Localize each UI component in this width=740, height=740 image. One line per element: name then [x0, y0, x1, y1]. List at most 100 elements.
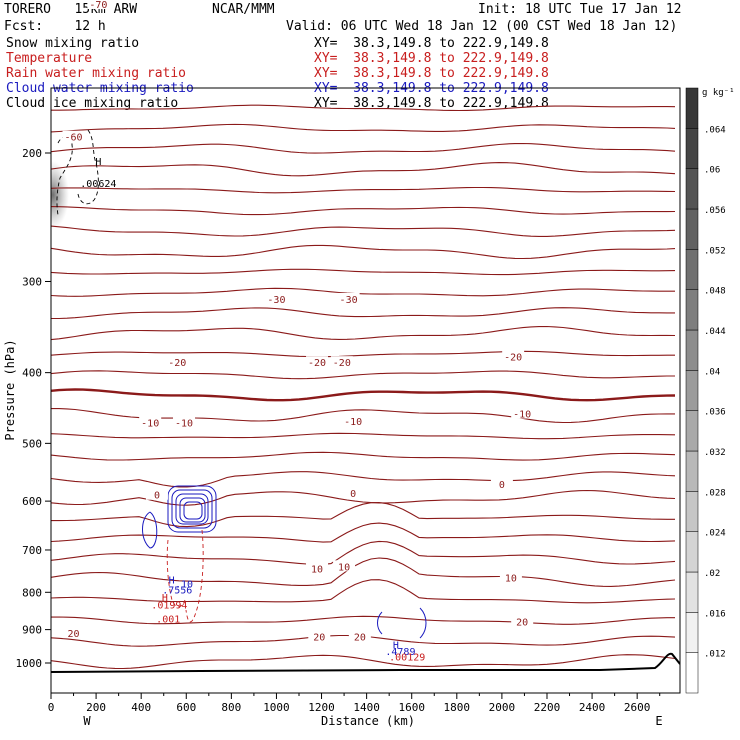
colorbar-swatch	[685, 249, 699, 290]
cloud-ice-shading	[51, 161, 69, 229]
colorbar-tick-label: .048	[704, 287, 726, 297]
x-tick-label: 1000	[263, 701, 290, 714]
isotherm-label: -10	[513, 409, 531, 420]
isotherm-label-bg	[337, 292, 360, 304]
y-tick-label: 700	[22, 544, 42, 557]
isotherm-label-bg	[145, 488, 168, 500]
isotherm-line	[51, 142, 676, 154]
colorbar-swatch	[685, 329, 699, 371]
y-tick-label: 300	[22, 275, 42, 288]
colorbar-swatch	[685, 450, 699, 492]
isotherm-line	[51, 104, 676, 112]
y-tick-label: 400	[22, 367, 42, 380]
colorbar-tick-label: .036	[704, 408, 726, 418]
colorbar-unit: g kg⁻¹	[702, 88, 735, 98]
isotherm-label-bg	[166, 356, 189, 368]
colorbar-tick-label: .02	[704, 569, 720, 579]
colorbar-swatch	[685, 652, 699, 694]
colorbar-tick-label: .064	[704, 125, 726, 135]
field-name-cloud-ice: Cloud ice mixing ratio	[6, 96, 179, 111]
field-xy-snow: XY= 38.3,149.8 to 222.9,149.8	[314, 36, 549, 51]
isotherm-line	[51, 522, 676, 543]
y-tick-label: 500	[22, 437, 42, 450]
isotherm-label-bg	[502, 350, 525, 362]
isotherm-label-bg	[87, 0, 110, 10]
isotherm-label: -10	[344, 417, 362, 428]
isotherm-line	[51, 123, 676, 133]
colorbar-tick-label: .052	[704, 246, 726, 256]
colorbar: .012 .016 .02 .024 .028 .032 .036 .04 .044 .048 .0…	[685, 87, 726, 694]
isotherm-label: -60	[65, 133, 83, 144]
isotherm-line	[51, 225, 676, 237]
field-annotation: .001	[156, 615, 180, 626]
isotherm-line	[51, 186, 676, 194]
field-annotation: .00624	[80, 179, 116, 190]
isotherm-label-bg	[173, 416, 196, 428]
isotherm-label: -10	[175, 418, 193, 429]
isotherm-line	[51, 325, 676, 341]
isotherm-label-bg	[348, 630, 371, 642]
colorbar-tick-label: .028	[704, 488, 726, 498]
field-annotation: .00129	[389, 653, 425, 664]
colorbar-swatch	[685, 410, 699, 452]
colorbar-tick-label: .056	[704, 206, 726, 216]
colorbar-swatch	[685, 87, 699, 129]
isotherm-line	[51, 579, 676, 604]
colorbar-swatch	[685, 208, 699, 250]
isotherm-line	[51, 451, 676, 461]
isotherm-line	[51, 244, 676, 260]
field-name-snow: Snow mixing ratio	[6, 36, 140, 51]
isotherm-label: -70	[89, 0, 107, 11]
isotherm-label-bg	[62, 130, 85, 142]
colorbar-swatch	[685, 571, 699, 613]
isotherm-label: -10	[141, 418, 159, 429]
isotherm-line	[51, 615, 675, 625]
isotherm-line	[51, 489, 676, 506]
colorbar-swatch	[685, 128, 699, 169]
y-axis-label: Pressure (hPa)	[3, 339, 17, 440]
contour-layer	[51, 104, 680, 673]
x-tick-label: 1400	[353, 701, 380, 714]
x-tick-label: 600	[176, 701, 196, 714]
valid-time: Valid: 06 UTC Wed 18 Jan 12 (00 CST Wed …	[286, 19, 678, 34]
terrain-line	[51, 652, 680, 673]
isotherm-label: 10	[505, 573, 517, 584]
colorbar-swatch	[685, 612, 699, 653]
field-name-cloud-water: Cloud water mixing ratio	[6, 81, 194, 96]
field-annotation: H	[95, 157, 101, 168]
y-axis: 200 300 400 500 600 700 800 900 1000	[16, 147, 51, 670]
x-tick-label: 2400	[579, 701, 606, 714]
isotherm-label-bg	[511, 407, 534, 419]
isotherm-label: -20	[504, 352, 522, 363]
rain-water-contours	[166, 529, 204, 623]
colorbar-swatch	[685, 491, 699, 532]
isotherm-label: 20	[313, 633, 325, 644]
x-tick-label: 400	[131, 701, 151, 714]
x-tick-label: 2200	[534, 701, 561, 714]
isotherm-line	[51, 162, 676, 177]
x-tick-label: 1200	[308, 701, 335, 714]
field-annotation: .7556	[162, 586, 192, 597]
field-annotation: .10	[175, 579, 193, 590]
isotherm-line	[51, 206, 676, 216]
forecast-hour: Fcst: 12 h	[4, 19, 106, 34]
field-annotation: .4789	[385, 647, 415, 658]
isotherm-labels: -70 -60 -30 -30 -20 -20 -20 -20 -10 -10 -10 -10 0 0 0 1…	[62, 0, 534, 644]
isotherm-label-bg	[342, 415, 365, 427]
colorbar-swatch	[685, 289, 699, 331]
isotherm-line	[51, 654, 676, 670]
field-annotation: H	[162, 593, 168, 604]
isotherm-label-bg	[306, 562, 329, 574]
field-xy-temperature: XY= 38.3,149.8 to 222.9,149.8	[314, 51, 549, 66]
cloud-water-contours	[142, 485, 427, 639]
isotherm-label: 0	[154, 491, 160, 502]
isotherm-line	[51, 307, 675, 320]
x-tick-label: 0	[48, 701, 55, 714]
isotherm-label: 10	[311, 564, 323, 575]
isotherm-line	[51, 501, 675, 528]
colorbar-tick-label: .012	[704, 650, 726, 660]
isotherm-label: 0	[350, 489, 356, 500]
colorbar-swatch	[685, 531, 699, 573]
isotherm-label-bg	[308, 630, 331, 642]
